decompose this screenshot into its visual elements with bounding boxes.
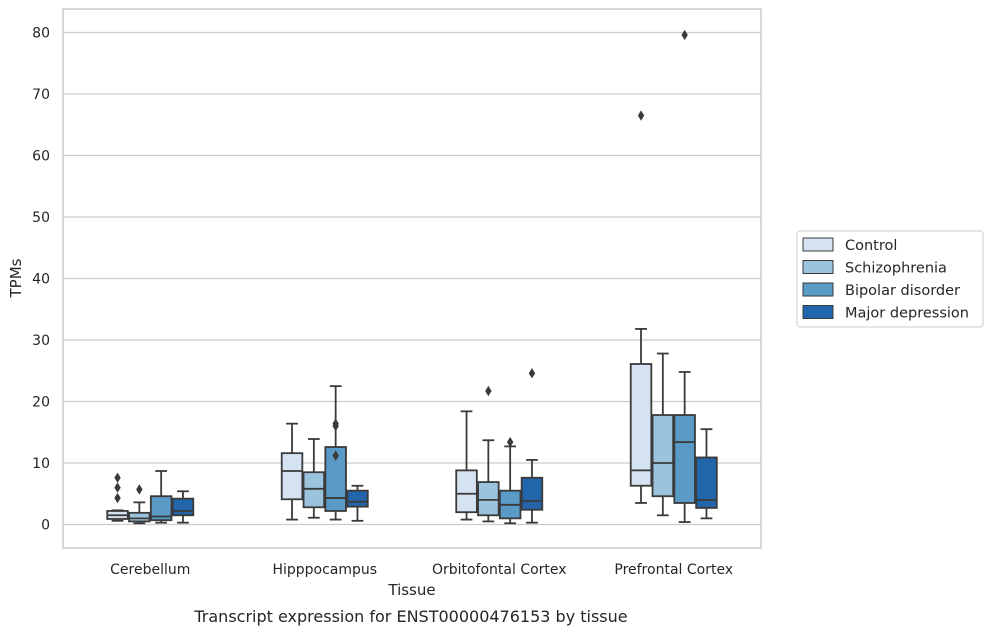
- x-tick-label: Cerebellum: [110, 562, 190, 578]
- box-body: [302, 471, 326, 509]
- outlier-point: [136, 484, 143, 495]
- chart-caption: Transcript expression for ENST0000047615…: [193, 607, 627, 626]
- box-body: [171, 497, 195, 517]
- outlier-point: [528, 368, 536, 379]
- box-body: [324, 446, 347, 512]
- box-body: [651, 414, 675, 498]
- box: [651, 352, 675, 517]
- outlier-point: [485, 385, 492, 397]
- outlier-point: [114, 472, 121, 483]
- box: [498, 436, 522, 525]
- legend-swatch: [802, 305, 834, 319]
- x-tick-label: Prefrontal Cortex: [614, 562, 733, 578]
- boxes: [106, 29, 718, 525]
- box-body: [673, 414, 696, 504]
- legend-swatch: [802, 260, 834, 274]
- gridlines: [63, 31, 761, 526]
- y-tick-label: 0: [41, 518, 50, 534]
- box-body: [629, 363, 653, 487]
- box: [629, 110, 653, 504]
- legend: Control Schizophrenia Bipolar disorder Majo…: [796, 230, 984, 328]
- legend-label: Major depression: [845, 306, 969, 322]
- y-tick-label: 70: [32, 87, 50, 103]
- legend-swatch: [802, 282, 834, 297]
- box-body: [520, 476, 544, 511]
- box: [128, 484, 151, 525]
- y-tick-label: 80: [32, 26, 50, 42]
- outlier-point: [114, 482, 121, 493]
- box: [324, 385, 347, 521]
- outlier-point: [506, 436, 514, 448]
- box: [149, 470, 173, 524]
- x-axis-title: Tissue: [387, 581, 435, 599]
- outlier-point: [332, 418, 339, 429]
- box: [280, 422, 304, 521]
- outlier-point: [681, 29, 688, 41]
- x-tick-label: Hipppocampus: [272, 562, 377, 578]
- legend-label: Control: [845, 238, 897, 254]
- box: [455, 410, 478, 521]
- x-tick-labels: Cerebellum Hipppocampus Orbitofontal Corte…: [110, 562, 733, 578]
- box: [520, 368, 544, 524]
- box: [302, 438, 326, 519]
- box: [106, 472, 129, 522]
- box-body: [455, 469, 478, 514]
- box-body: [695, 456, 718, 509]
- x-tick-label: Orbitofontal Cortex: [432, 562, 567, 578]
- outlier-point: [114, 492, 121, 504]
- outlier-point: [332, 450, 339, 461]
- box-body: [346, 489, 369, 508]
- box-body: [128, 511, 151, 523]
- box: [171, 490, 195, 524]
- y-tick-label: 30: [32, 333, 50, 349]
- outlier-point: [637, 110, 645, 121]
- box: [673, 29, 696, 523]
- legend-frame: [796, 230, 984, 328]
- y-tick-label: 40: [32, 272, 50, 288]
- box: [695, 428, 718, 520]
- legend-swatch: [802, 237, 834, 252]
- plot-frame: [62, 8, 762, 549]
- legend-label: Schizophrenia: [845, 261, 947, 277]
- legend-label: Bipolar disorder: [845, 283, 960, 299]
- y-tick-label: 10: [32, 456, 50, 472]
- y-tick-label: 60: [32, 149, 50, 165]
- y-tick-labels: 0 10 20 30 40 50 60 70 80: [32, 26, 50, 534]
- box-body: [149, 495, 173, 522]
- y-axis-title: TPMs: [7, 258, 25, 298]
- y-tick-label: 50: [32, 210, 50, 226]
- box-body: [280, 452, 304, 501]
- box: [346, 484, 369, 522]
- y-tick-label: 20: [32, 395, 50, 411]
- box-body: [477, 481, 500, 517]
- box: [477, 385, 500, 523]
